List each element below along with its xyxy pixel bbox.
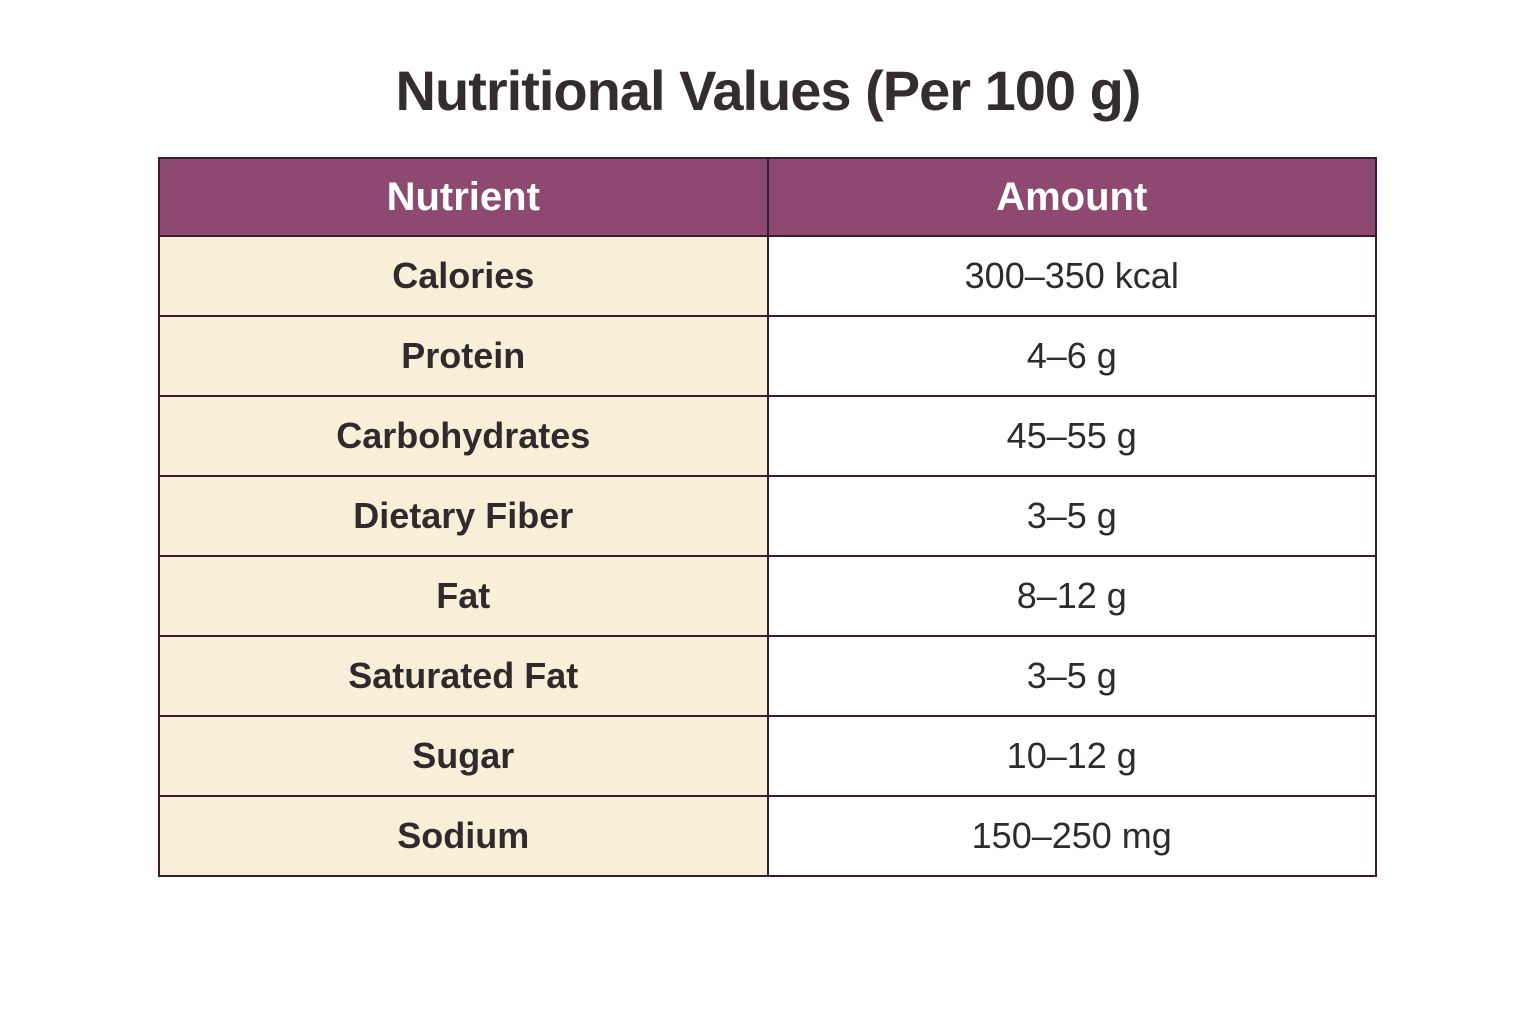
amount-cell: 4–6 g (766, 315, 1377, 397)
table-body: Calories 300–350 kcal Protein 4–6 g Carb… (158, 235, 1377, 877)
table-header-row: Nutrient Amount (158, 157, 1377, 237)
amount-cell: 45–55 g (766, 395, 1377, 477)
amount-cell: 150–250 mg (766, 795, 1377, 877)
table-row: Saturated Fat 3–5 g (158, 635, 1377, 717)
table-row: Calories 300–350 kcal (158, 235, 1377, 317)
nutrient-cell: Fat (158, 555, 769, 637)
page-title: Nutritional Values (Per 100 g) (395, 59, 1142, 122)
nutrient-cell: Protein (158, 315, 769, 397)
nutrition-table: Nutrient Amount Calories 300–350 kcal Pr… (158, 157, 1377, 877)
table-row: Protein 4–6 g (158, 315, 1377, 397)
nutrient-cell: Sodium (158, 795, 769, 877)
amount-cell: 8–12 g (766, 555, 1377, 637)
nutrient-cell: Saturated Fat (158, 635, 769, 717)
column-header-nutrient: Nutrient (158, 157, 769, 237)
nutrient-cell: Carbohydrates (158, 395, 769, 477)
table-row: Carbohydrates 45–55 g (158, 395, 1377, 477)
nutrient-cell: Dietary Fiber (158, 475, 769, 557)
table-row: Dietary Fiber 3–5 g (158, 475, 1377, 557)
table-row: Sugar 10–12 g (158, 715, 1377, 797)
nutrient-cell: Sugar (158, 715, 769, 797)
column-header-amount: Amount (766, 157, 1377, 237)
amount-cell: 10–12 g (766, 715, 1377, 797)
amount-cell: 3–5 g (766, 635, 1377, 717)
amount-cell: 3–5 g (766, 475, 1377, 557)
table-row: Fat 8–12 g (158, 555, 1377, 637)
amount-cell: 300–350 kcal (766, 235, 1377, 317)
table-row: Sodium 150–250 mg (158, 795, 1377, 877)
nutrient-cell: Calories (158, 235, 769, 317)
